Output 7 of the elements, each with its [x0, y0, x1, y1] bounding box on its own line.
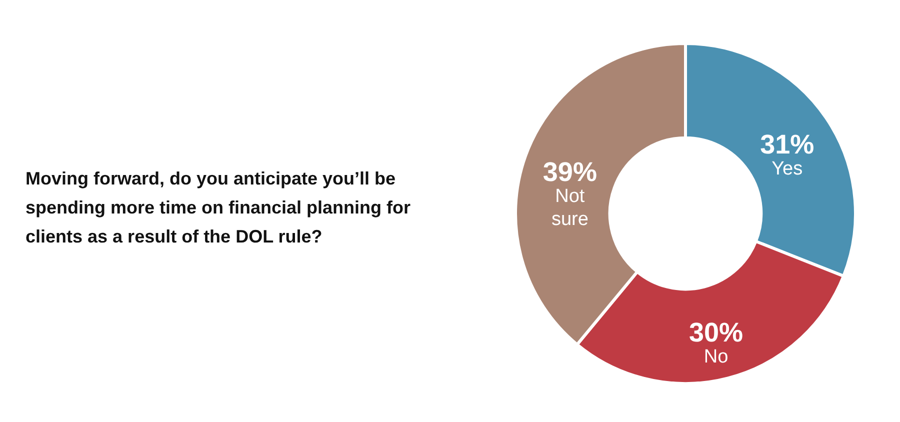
data-label: 39% — [542, 156, 597, 187]
text: Moving forward, do you anticipate you’ll be spending more time on financial planning for clients as a result of the DOL rule? — [26, 168, 411, 246]
slice-label: Not sure — [551, 186, 588, 230]
data-label: 30% — [689, 317, 744, 348]
data-label: 31% — [760, 129, 814, 160]
slice-label: Yes — [772, 158, 803, 180]
slice-label: No — [704, 346, 728, 368]
